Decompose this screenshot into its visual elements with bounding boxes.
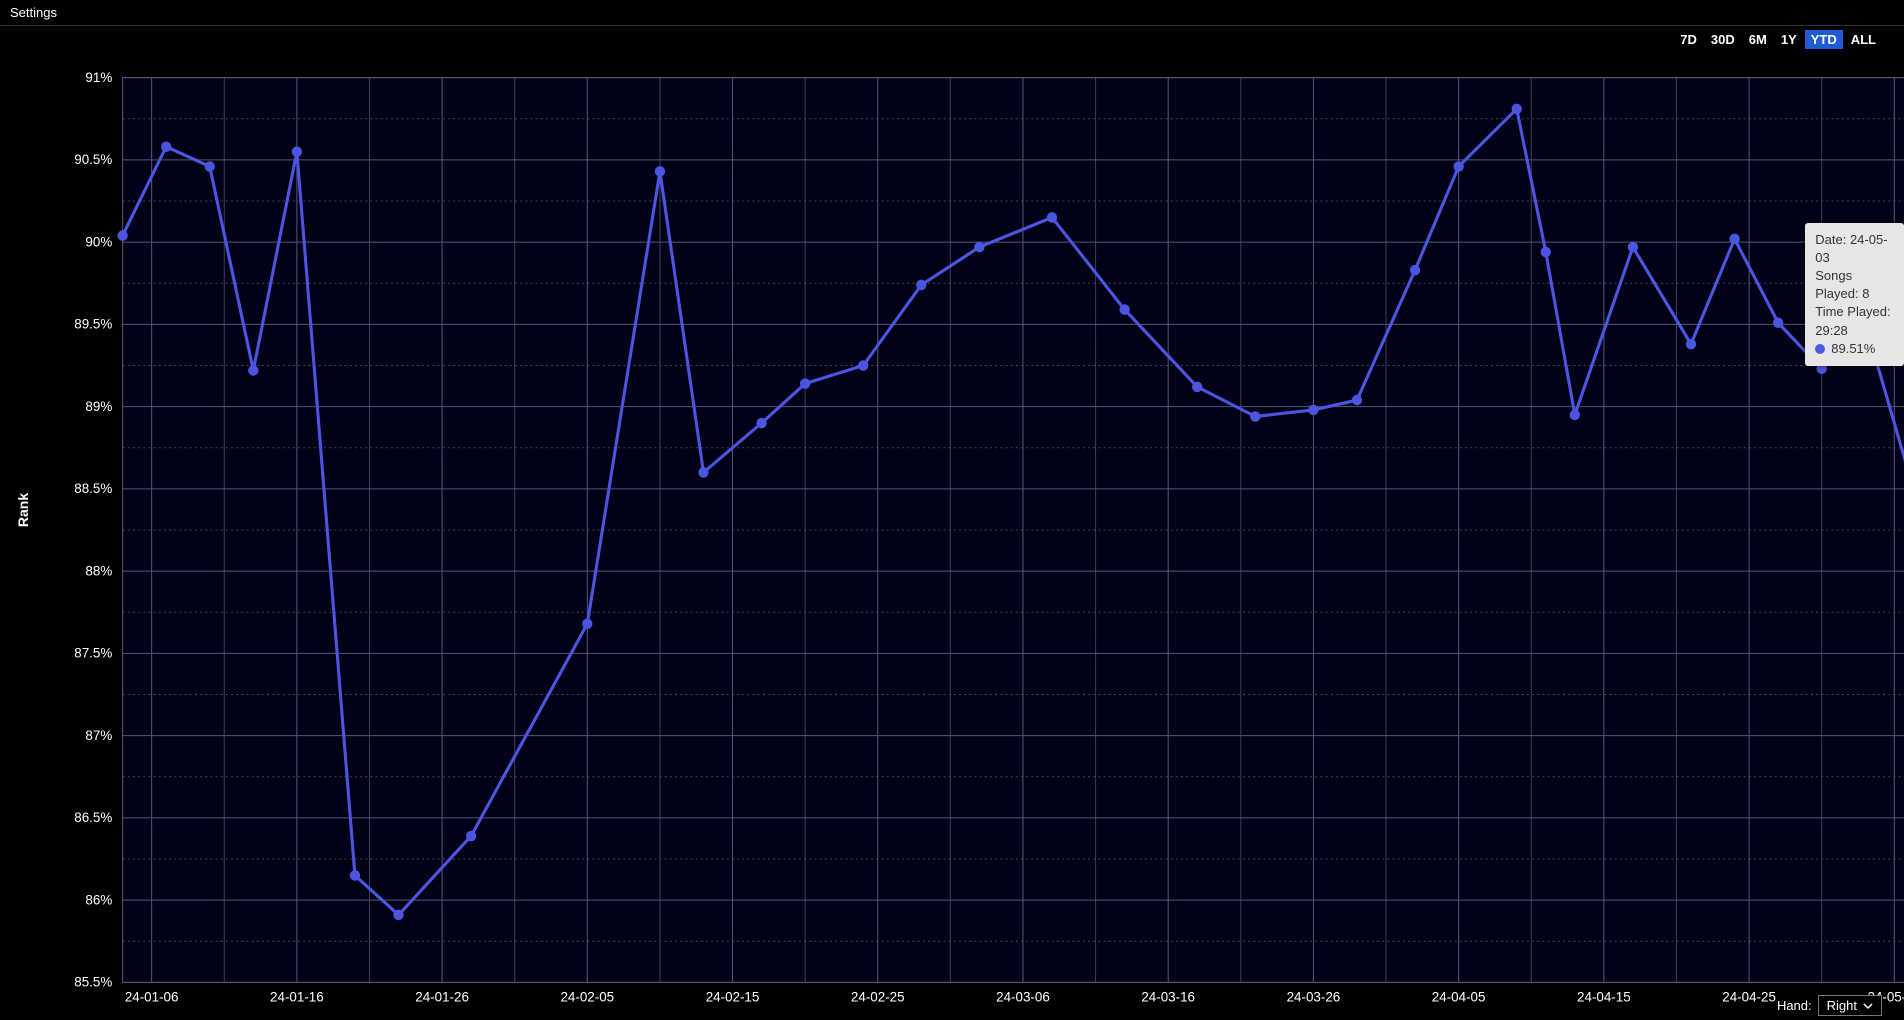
svg-text:24-01-16: 24-01-16	[270, 989, 324, 1004]
range-1y[interactable]: 1Y	[1775, 30, 1803, 49]
y-axis-label: Rank	[15, 493, 31, 527]
range-all[interactable]: ALL	[1845, 30, 1882, 49]
svg-text:24-01-06: 24-01-06	[125, 989, 179, 1004]
svg-text:85.5%: 85.5%	[74, 974, 112, 989]
svg-text:87%: 87%	[85, 728, 112, 743]
hand-select[interactable]: Right	[1818, 995, 1882, 1016]
svg-text:24-02-15: 24-02-15	[706, 989, 760, 1004]
svg-text:88.5%: 88.5%	[74, 481, 112, 496]
svg-text:24-03-06: 24-03-06	[996, 989, 1050, 1004]
svg-text:89%: 89%	[85, 399, 112, 414]
svg-text:24-03-16: 24-03-16	[1141, 989, 1195, 1004]
svg-text:24-04-15: 24-04-15	[1577, 989, 1631, 1004]
chevron-down-icon	[1863, 1001, 1873, 1011]
hand-label: Hand:	[1777, 998, 1812, 1013]
range-30d[interactable]: 30D	[1705, 30, 1741, 49]
range-6m[interactable]: 6M	[1743, 30, 1773, 49]
range-ytd[interactable]: YTD	[1805, 30, 1843, 49]
svg-text:24-01-26: 24-01-26	[415, 989, 469, 1004]
rank-chart: 85.5% 86% 86.5% 87% 87.5% 88% 88.5% 89% 89.5% 90%…	[40, 46, 1904, 1014]
range-selector: 7D30D6M1YYTDALL	[1674, 30, 1882, 49]
svg-text:88%: 88%	[85, 563, 112, 578]
svg-text:24-02-05: 24-02-05	[560, 989, 614, 1004]
svg-text:91%: 91%	[85, 70, 112, 85]
svg-text:24-04-25: 24-04-25	[1722, 989, 1776, 1004]
svg-text:89.5%: 89.5%	[74, 316, 112, 331]
svg-text:24-04-05: 24-04-05	[1432, 989, 1486, 1004]
svg-text:90%: 90%	[85, 234, 112, 249]
svg-text:90.5%: 90.5%	[74, 152, 112, 167]
svg-text:86.5%: 86.5%	[74, 810, 112, 825]
range-7d[interactable]: 7D	[1674, 30, 1703, 49]
svg-text:87.5%: 87.5%	[74, 645, 112, 660]
svg-text:86%: 86%	[85, 892, 112, 907]
page-title: Settings	[10, 5, 57, 20]
svg-text:24-03-26: 24-03-26	[1287, 989, 1341, 1004]
svg-text:24-02-25: 24-02-25	[851, 989, 905, 1004]
hand-value: Right	[1827, 998, 1857, 1013]
